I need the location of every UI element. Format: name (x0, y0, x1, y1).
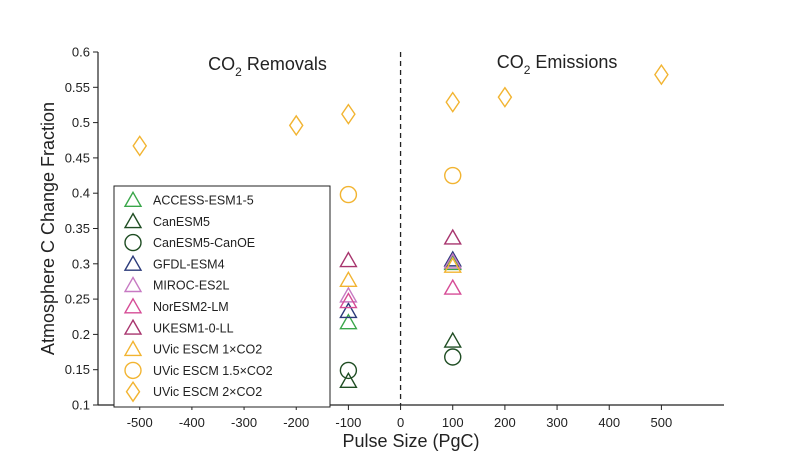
data-point (443, 228, 462, 245)
legend-marker (123, 254, 143, 271)
emissions-label-rest: Emissions (530, 52, 617, 72)
legend-label: ACCESS-ESM1-5 (153, 194, 254, 208)
data-point (339, 286, 358, 303)
legend-label: UVic ESCM 2×CO2 (153, 385, 262, 399)
legend-label: UVic ESCM 1×CO2 (153, 343, 262, 357)
y-tick-label: 0.2 (72, 327, 90, 342)
y-tick-label: 0.15 (65, 362, 90, 377)
x-ticks: -500 -400 -300 -200 -100 0 100 200 300 400 500 (127, 405, 673, 430)
y-ticks: 0.1 0.15 0.2 0.25 0.3 0.35 0.4 0.45 0.5 0.55 0.6 (65, 45, 98, 413)
legend-marker (124, 361, 142, 380)
x-tick-label: -200 (283, 415, 309, 430)
legend-box (113, 185, 331, 408)
data-point (341, 103, 356, 125)
y-tick-label: 0.4 (72, 186, 90, 201)
data-point (444, 348, 462, 366)
y-axis-title: Atmosphere C Change Fraction (38, 102, 58, 355)
data-point (443, 253, 462, 271)
data-point (339, 313, 358, 330)
removals-label-rest: Removals (242, 54, 327, 74)
x-tick-label: 500 (651, 415, 673, 430)
y-tick-label: 0.35 (65, 221, 90, 236)
legend-marker (123, 339, 143, 357)
x-tick-label: -300 (231, 415, 257, 430)
x-tick-label: -400 (179, 415, 205, 430)
data-point (132, 135, 148, 157)
legend-label: NorESM2-LM (153, 300, 229, 314)
x-tick-label: 0 (397, 415, 404, 430)
data-point (443, 250, 462, 267)
legend-marker (123, 276, 143, 293)
y-tick-label: 0.25 (65, 292, 90, 307)
legend-label: MIROC-ES2L (153, 279, 229, 293)
data-point (497, 86, 513, 108)
data-point (443, 331, 462, 348)
data-point (443, 252, 462, 269)
x-tick-label: -100 (335, 415, 361, 430)
legend-label: GFDL-ESM4 (153, 257, 225, 271)
data-point (654, 63, 669, 86)
y-tick-label: 0.3 (72, 256, 90, 271)
x-tick-label: 200 (494, 415, 516, 430)
data-point (339, 371, 358, 388)
data-point (443, 278, 462, 295)
data-point (339, 301, 358, 319)
legend-marker (125, 380, 141, 403)
y-tick-label: 0.5 (72, 115, 90, 130)
data-point (445, 91, 461, 113)
x-tick-label: -500 (127, 415, 153, 430)
emissions-label-main: CO (497, 52, 524, 72)
legend-label: CanESM5 (153, 215, 210, 229)
legend-label: UVic ESCM 1.5×CO2 (153, 364, 273, 378)
legend: ACCESS-ESM1-5 CanESM5 CanESM5-CanOE GFDL-ES… (113, 185, 331, 408)
removals-label-main: CO (208, 54, 235, 74)
legend-marker (123, 190, 143, 208)
data-point (339, 292, 358, 309)
legend-marker (123, 212, 143, 229)
data-points (132, 63, 669, 388)
data-point (339, 361, 358, 380)
emissions-label: CO2 Emissions (497, 52, 618, 77)
legend-label: CanESM5-CanOE (153, 236, 255, 250)
emissions-label-sub: 2 (524, 63, 531, 77)
legend-label: UKESM1-0-LL (153, 321, 234, 335)
data-point (339, 270, 358, 288)
removals-label: CO2 Removals (208, 54, 327, 79)
legend-marker (123, 297, 143, 314)
y-tick-label: 0.45 (65, 150, 90, 165)
removals-label-sub: 2 (235, 65, 242, 79)
data-point (339, 185, 358, 204)
legend-marker (123, 318, 143, 335)
data-point (288, 114, 304, 137)
y-tick-label: 0.55 (65, 80, 90, 95)
legend-marker (124, 233, 142, 252)
x-tick-label: 400 (598, 415, 620, 430)
x-tick-label: 300 (546, 415, 568, 430)
x-axis-title: Pulse Size (PgC) (342, 431, 479, 451)
data-point (444, 166, 462, 185)
x-tick-label: 100 (442, 415, 464, 430)
data-point (443, 256, 462, 273)
y-tick-label: 0.6 (72, 45, 90, 60)
data-point (339, 251, 358, 268)
y-tick-label: 0.1 (72, 398, 90, 413)
